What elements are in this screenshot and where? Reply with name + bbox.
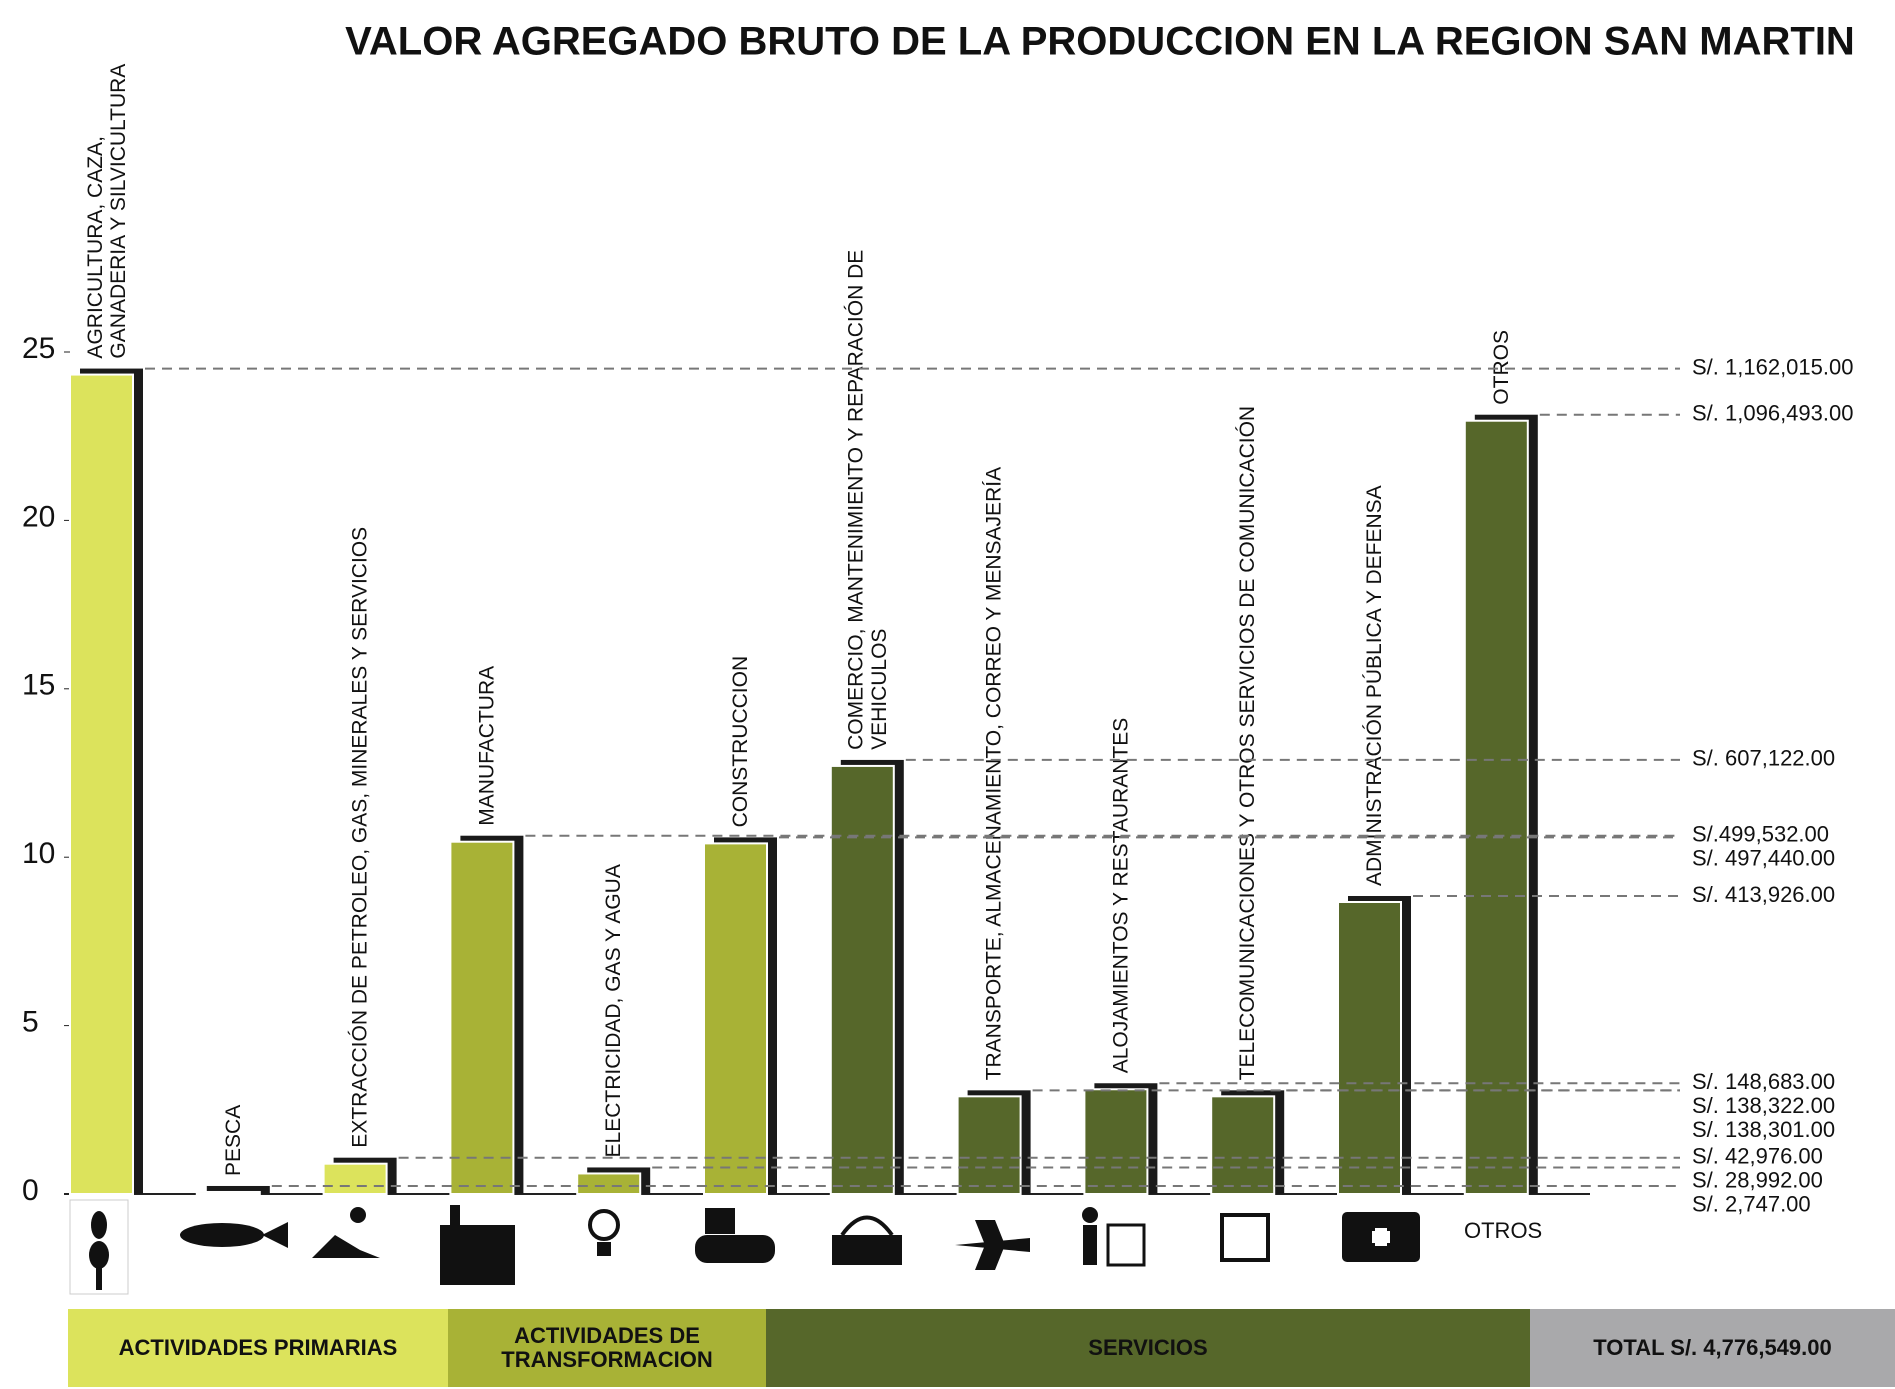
category-label: AGRICULTURA, CAZA,GANADERIA Y SILVICULTU… <box>83 64 129 359</box>
bar <box>1083 1088 1149 1196</box>
group-label: SERVICIOS <box>1088 1335 1207 1360</box>
bar <box>1210 1095 1276 1195</box>
icon-box <box>69 1199 129 1295</box>
category-label: OTROS <box>1490 330 1513 405</box>
icon-basket <box>832 1235 902 1265</box>
bar <box>1463 419 1529 1195</box>
amount-label: S/.499,532.00 <box>1692 822 1829 847</box>
icon-bulb <box>597 1242 611 1256</box>
y-tick-label: 15 <box>22 669 55 702</box>
category-label: TELECOMUNICACIONES Y OTROS SERVICIOS DE … <box>1236 406 1259 1080</box>
amount-label: S/. 2,747.00 <box>1692 1192 1811 1217</box>
category-label: EXTRACCIÓN DE PETROLEO, GAS, MINERALES Y… <box>349 527 372 1148</box>
icon-basket <box>840 1215 894 1237</box>
category-label: ADMINISTRACIÓN PÚBLICA Y DEFENSA <box>1363 485 1386 886</box>
amount-label: S/. 42,976.00 <box>1692 1144 1823 1169</box>
group-band <box>448 1309 766 1387</box>
category-label: CONSTRUCCION <box>729 656 752 828</box>
icon-fish <box>180 1223 264 1247</box>
category-label: TRANSPORTE, ALMACENAMIENTO, CORREO Y MEN… <box>983 467 1006 1080</box>
group-band <box>1530 1309 1895 1387</box>
bar <box>322 1162 388 1195</box>
y-tick-label: 10 <box>22 837 55 870</box>
icon-bellhop <box>1082 1207 1098 1223</box>
icon-fish <box>262 1222 288 1248</box>
icon-bellhop <box>1083 1225 1097 1265</box>
amount-label: S/. 607,122.00 <box>1692 746 1835 771</box>
category-label: MANUFACTURA <box>475 666 498 826</box>
icon-wheat <box>91 1211 107 1239</box>
category-label: ALOJAMIENTOS Y RESTAURANTES <box>1109 718 1132 1074</box>
icon-wheat <box>96 1265 102 1290</box>
icon-factory <box>450 1205 460 1227</box>
bar <box>576 1172 642 1195</box>
bar <box>703 842 768 1195</box>
amount-label: S/. 138,322.00 <box>1692 1093 1835 1118</box>
amount-label: S/. 28,992.00 <box>1692 1168 1823 1193</box>
icon-kit <box>1372 1231 1390 1243</box>
icon-factory <box>440 1225 515 1285</box>
bar <box>195 1190 261 1196</box>
amount-label: S/. 497,440.00 <box>1692 846 1835 871</box>
amount-label: S/. 413,926.00 <box>1692 882 1835 907</box>
icon-worker <box>350 1207 366 1223</box>
icon-label: OTROS <box>1464 1218 1542 1243</box>
icon-bulb <box>588 1209 620 1241</box>
amount-label: S/. 138,301.00 <box>1692 1117 1835 1142</box>
chart-title: VALOR AGREGADO BRUTO DE LA PRODUCCION EN… <box>345 20 1855 64</box>
group-label: TOTAL S/. 4,776,549.00 <box>1593 1335 1831 1360</box>
icon-worker <box>312 1235 380 1258</box>
icon-clipboard <box>1220 1213 1270 1262</box>
amount-label: S/. 1,096,493.00 <box>1692 401 1853 426</box>
icon-cart <box>1106 1223 1146 1267</box>
icon-wheat <box>89 1241 109 1269</box>
bar <box>69 373 134 1195</box>
icon-excavator <box>705 1208 735 1234</box>
category-label: ELECTRICIDAD, GAS Y AGUA <box>602 864 625 1157</box>
category-label: COMERCIO, MANTENIMIENTO Y REPARACIÓN DEV… <box>844 250 890 750</box>
y-tick-label: 25 <box>22 332 55 365</box>
bar <box>956 1095 1022 1195</box>
icon-excavator <box>695 1235 775 1263</box>
group-band <box>68 1309 448 1387</box>
y-tick-label: 20 <box>22 500 55 533</box>
bar <box>449 840 515 1195</box>
bar <box>1337 900 1402 1195</box>
amount-label: S/. 148,683.00 <box>1692 1069 1835 1094</box>
group-label: ACTIVIDADES DE TRANSFORMACION <box>501 1323 712 1372</box>
bar-shadow <box>206 1185 270 1194</box>
group-label: ACTIVIDADES PRIMARIAS <box>119 1335 398 1360</box>
category-label: PESCA <box>222 1105 245 1176</box>
bar <box>829 764 895 1195</box>
y-tick-label: 0 <box>22 1174 39 1207</box>
icons <box>69 1199 1420 1295</box>
group-band <box>766 1309 1530 1387</box>
icon-plane <box>975 1220 1005 1270</box>
amount-label: S/. 1,162,015.00 <box>1692 354 1853 379</box>
y-tick-label: 5 <box>22 1006 39 1039</box>
